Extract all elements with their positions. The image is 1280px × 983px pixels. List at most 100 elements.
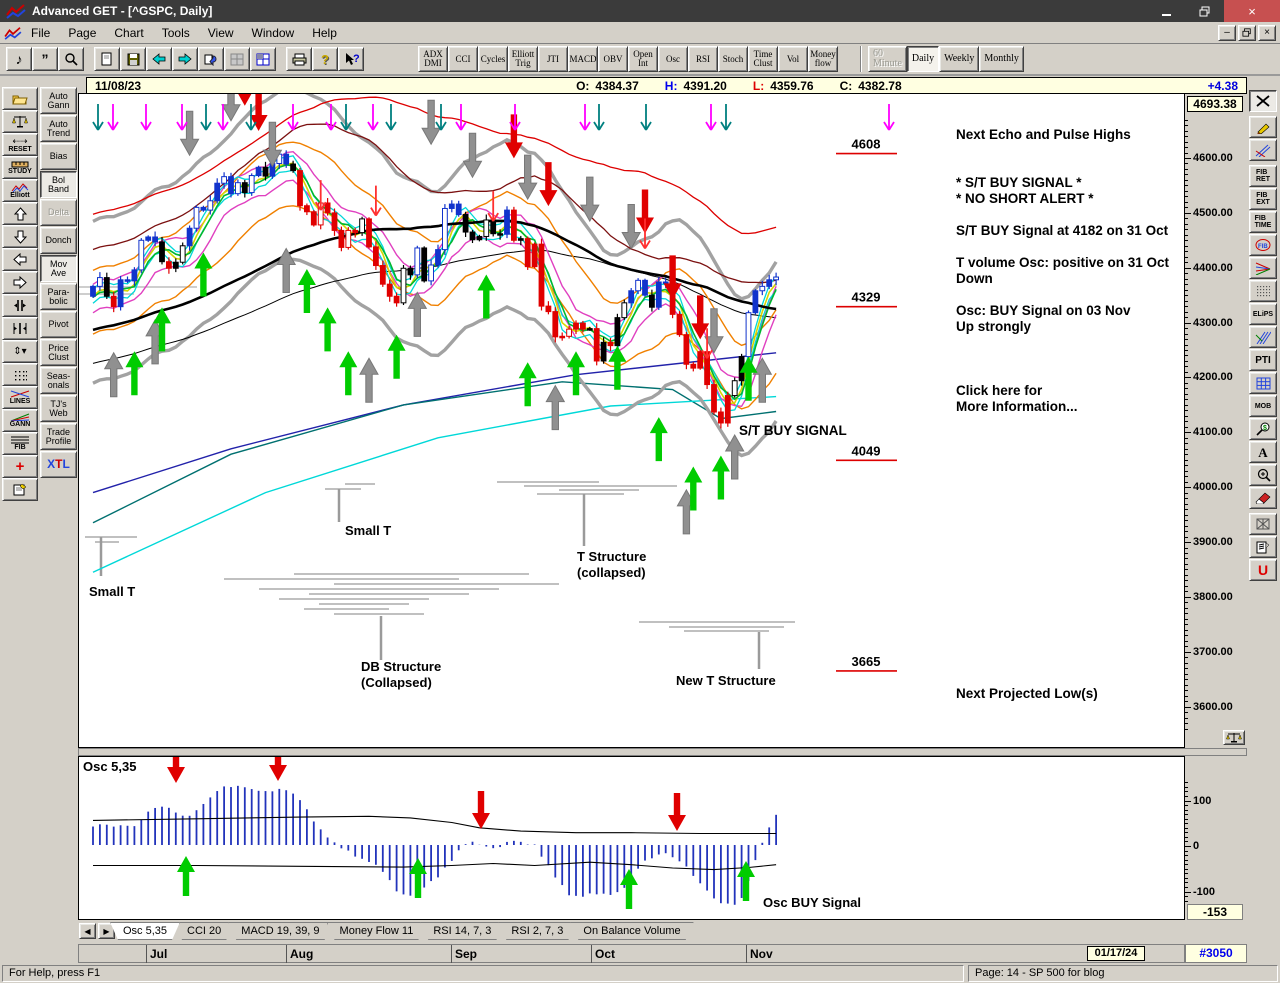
study-pivot[interactable]: Pivot — [40, 311, 77, 338]
scales-button[interactable] — [1223, 730, 1245, 745]
menu-help[interactable]: Help — [312, 25, 337, 40]
notes-tool-button[interactable] — [2, 478, 38, 501]
price-axis[interactable]: 4693.38 4600.00 4500.00 4400.00 4300.00 4200… — [1185, 93, 1247, 748]
study-auto-gann[interactable]: Auto Gann — [40, 87, 77, 114]
indicator-macd[interactable]: MACD — [568, 46, 598, 72]
study-tjs-web[interactable]: TJ's Web — [40, 395, 77, 422]
save-button[interactable] — [120, 47, 146, 71]
new-page-button[interactable] — [94, 47, 120, 71]
ellipse-tool-button[interactable]: ELiPS — [1249, 303, 1277, 325]
grid-tool-button[interactable] — [1249, 280, 1277, 302]
reset-tool-button[interactable]: ⇠⇢ RESET — [2, 133, 38, 156]
timeframe-60-minute[interactable]: 60 Minute — [868, 46, 907, 72]
timeframe-monthly[interactable]: Monthly — [979, 46, 1024, 72]
study-xtl[interactable]: XTL — [40, 451, 77, 478]
oscillator-panel[interactable]: Osc 5,35 Osc BUY Signal — [78, 743, 1185, 920]
gann-tool-button[interactable]: GANN — [2, 409, 38, 432]
child-minimize-button[interactable]: – — [1218, 24, 1236, 41]
fib-tool-button[interactable]: FIB — [2, 432, 38, 455]
indicator-time-clust[interactable]: Time Clust — [748, 46, 778, 72]
crosshair-tool-button[interactable] — [1249, 90, 1277, 112]
study-seas--onals[interactable]: Seas-onals — [40, 367, 77, 394]
elliott-tool-button[interactable]: Elliott — [2, 179, 38, 202]
menu-page[interactable]: Page — [68, 25, 97, 40]
child-close-button[interactable]: × — [1258, 24, 1276, 41]
magnet-tool-button[interactable]: U — [1249, 559, 1277, 581]
pencil-tool-button[interactable] — [1249, 116, 1277, 138]
tab-osc-5-35[interactable]: Osc 5,35 — [110, 922, 180, 940]
fan-lines-tool-button[interactable] — [1249, 257, 1277, 279]
timeframe-daily[interactable]: Daily — [906, 46, 940, 72]
indicator-obv[interactable]: OBV — [598, 46, 628, 72]
close-button[interactable]: × — [1224, 0, 1280, 22]
indicator-open-int[interactable]: Open Int — [628, 46, 658, 72]
child-restore-button[interactable] — [1238, 24, 1256, 41]
tab-cci-20[interactable]: CCI 20 — [174, 922, 234, 940]
tile-color-button[interactable] — [250, 47, 276, 71]
indicator-money-flow[interactable]: Money flow — [808, 46, 838, 72]
oscillator-chart[interactable]: Osc 5,35 Osc BUY Signal — [79, 743, 1184, 919]
scales-tool-button[interactable] — [2, 110, 38, 133]
fib-ext-tool-button[interactable]: FIB EXT — [1249, 188, 1277, 210]
help-button[interactable]: ? — [312, 47, 338, 71]
menu-chart[interactable]: Chart — [114, 25, 144, 40]
study-delta[interactable]: Delta — [40, 199, 77, 226]
arrow-down-tool-button[interactable] — [2, 225, 38, 248]
refresh-button[interactable] — [198, 47, 224, 71]
trendlines-tool-button[interactable] — [1249, 139, 1277, 161]
study-para--bolic[interactable]: Para-bolic — [40, 283, 77, 310]
open-folder-tool-button[interactable] — [2, 87, 38, 110]
pti-tool-button[interactable]: PTI — [1249, 349, 1277, 371]
indicator-elliott-trig[interactable]: Elliott Trig — [508, 46, 538, 72]
arrow-left-tool-button[interactable] — [2, 248, 38, 271]
tab-macd-19-39-9[interactable]: MACD 19, 39, 9 — [228, 922, 332, 940]
lines-tool-button[interactable]: LINES — [2, 386, 38, 409]
minimize-button[interactable] — [1148, 0, 1186, 22]
blue-grid-tool-button[interactable] — [1249, 372, 1277, 394]
eraser-tool-button[interactable] — [1249, 487, 1277, 509]
indicator-jti[interactable]: JTI — [538, 46, 568, 72]
menu-file[interactable]: File — [31, 25, 51, 40]
tab-scroll-left[interactable]: ◀ — [79, 923, 96, 939]
tab-rsi-14-7-3[interactable]: RSI 14, 7, 3 — [420, 922, 504, 940]
bar-expand-tool-button[interactable] — [2, 317, 38, 340]
panel-splitter[interactable] — [78, 748, 1247, 756]
mob-tool-button[interactable]: MOB — [1249, 395, 1277, 417]
get-logo-button[interactable]: ♪ — [6, 47, 32, 71]
fib-ret-tool-button[interactable]: FIB RET — [1249, 165, 1277, 187]
menu-view[interactable]: View — [207, 25, 234, 40]
menu-tools[interactable]: Tools — [161, 25, 190, 40]
indicator-adx-dmi[interactable]: ADX DMI — [418, 46, 448, 72]
indicator-rsi[interactable]: RSI — [688, 46, 718, 72]
zoom-in-tool-button[interactable] — [1249, 464, 1277, 486]
menu-window[interactable]: Window — [251, 25, 295, 40]
timeframe-weekly[interactable]: Weekly — [939, 46, 980, 72]
tab-on-balance-volume[interactable]: On Balance Volume — [570, 922, 693, 940]
study-trade-profile[interactable]: Trade Profile — [40, 423, 77, 450]
text-tool-tool-button[interactable]: A — [1249, 441, 1277, 463]
study-mov-ave[interactable]: Mov Ave — [40, 255, 77, 282]
forward-button[interactable] — [172, 47, 198, 71]
indicator-cci[interactable]: CCI — [448, 46, 478, 72]
arrow-up-tool-button[interactable] — [2, 202, 38, 225]
study-donch[interactable]: Donch — [40, 227, 77, 254]
pattern-tool-button[interactable] — [1249, 513, 1277, 535]
find-tool-button[interactable]: $ — [1249, 418, 1277, 440]
grid-dots-tool-button[interactable] — [2, 363, 38, 386]
indicator-vol[interactable]: Vol — [778, 46, 808, 72]
cross-tool-button[interactable]: + — [2, 455, 38, 478]
arrow-right-tool-button[interactable] — [2, 271, 38, 294]
quote-button[interactable]: ” — [32, 47, 58, 71]
study-tool-button[interactable]: STUDY — [2, 156, 38, 179]
child-window-icon[interactable] — [4, 26, 22, 40]
indicator-osc[interactable]: Osc — [658, 46, 688, 72]
restore-button[interactable] — [1186, 0, 1224, 22]
study-auto-trend[interactable]: Auto Trend — [40, 115, 77, 142]
context-help-button[interactable]: ? — [338, 47, 364, 71]
fib-time-tool-button[interactable]: FIB TIME — [1249, 211, 1277, 233]
hatch-tool-button[interactable] — [1249, 326, 1277, 348]
study-bol-band[interactable]: Bol Band — [40, 171, 77, 198]
fib-circle-tool-button[interactable]: FIB — [1249, 234, 1277, 256]
